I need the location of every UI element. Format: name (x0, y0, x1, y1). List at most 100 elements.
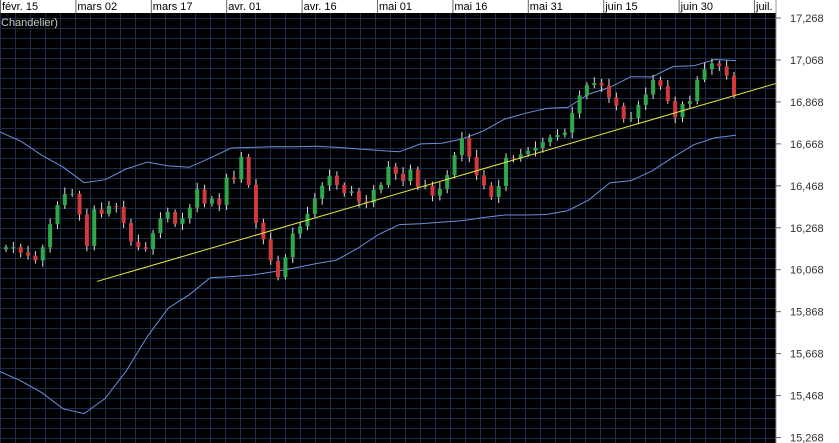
candle-up (445, 175, 450, 190)
candle-down (393, 166, 398, 174)
trendline-segment (96, 82, 777, 282)
candle-down (364, 201, 369, 203)
candle-down (342, 184, 347, 193)
candle-up (504, 157, 509, 187)
x-axis-panel (0, 0, 776, 13)
candle-up (408, 169, 413, 181)
candle-down (724, 66, 729, 76)
candle-down (26, 252, 31, 256)
candle-down (356, 191, 361, 202)
y-tick-label: 16,268 (790, 223, 824, 235)
candle-up (518, 154, 523, 159)
candle-up (496, 186, 501, 197)
x-tick-label: avr. 01 (228, 1, 261, 13)
candle-up (379, 184, 384, 190)
candle-up (570, 113, 575, 133)
candle-up (386, 166, 391, 185)
candle-down (430, 185, 435, 196)
y-axis-panel (776, 0, 839, 443)
candle-up (548, 137, 553, 143)
candle-down (467, 137, 472, 157)
x-tick-label: juin 15 (604, 1, 637, 13)
candle-up (371, 189, 376, 203)
y-tick-label: 16,668 (790, 139, 824, 151)
candle-up (540, 142, 545, 148)
candle-up (151, 233, 156, 250)
candle-up (592, 83, 597, 86)
candle-down (143, 247, 148, 250)
x-tick-label: juil. (755, 1, 773, 13)
candle-up (687, 101, 692, 104)
legend-label: Chandelier) (1, 17, 58, 29)
candle-up (187, 207, 192, 219)
candle-down (268, 239, 273, 261)
candle-down (606, 85, 611, 98)
candle-down (84, 214, 89, 247)
y-tick-label: 15,668 (790, 349, 824, 361)
candle-down (599, 83, 604, 86)
candle-up (526, 150, 531, 155)
candle-up (312, 198, 317, 214)
candle-up (165, 212, 170, 219)
candle-up (320, 185, 325, 199)
candle-down (511, 157, 516, 159)
x-tick-label: févr. 15 (2, 1, 38, 13)
candle-up (459, 137, 464, 156)
candle-up (4, 247, 8, 250)
y-tick-label: 15,468 (790, 391, 824, 403)
y-axis: 17,268 17,068 16,868 16,668 16,468 16,268 16,0… (776, 13, 824, 443)
x-tick-label: mai 31 (530, 1, 563, 13)
candle-up (709, 63, 714, 70)
candle-down (254, 184, 259, 223)
candle-up (695, 79, 700, 102)
candle-up (209, 198, 214, 204)
candle-up (298, 226, 303, 234)
candle-down (77, 193, 82, 215)
candle-up (158, 218, 163, 234)
candle-down (173, 212, 178, 224)
candle-up (577, 95, 582, 114)
bollinger-bands (0, 58, 737, 415)
y-tick-label: 16,868 (790, 97, 824, 109)
candle-down (673, 101, 678, 118)
grid (0, 13, 776, 443)
candle-up (180, 218, 185, 224)
x-tick-label: avr. 16 (304, 1, 337, 13)
candle-down (717, 63, 722, 67)
x-tick-label: mars 17 (153, 1, 193, 13)
candle-down (658, 80, 663, 87)
candle-down (129, 222, 134, 242)
candle-up (349, 191, 354, 193)
candle-down (99, 209, 104, 214)
candle-up (452, 155, 457, 176)
candle-up (327, 175, 332, 186)
x-tick-label: mai 16 (454, 1, 487, 13)
candle-down (231, 177, 236, 180)
candle-up (584, 85, 589, 96)
y-tick-label: 16,468 (790, 181, 824, 193)
candle-up (290, 233, 295, 258)
candle-up (40, 247, 45, 261)
plot-background (0, 0, 776, 443)
candle-down (489, 185, 494, 197)
candle-up (562, 132, 567, 136)
trendline (96, 82, 777, 282)
x-tick-label: mai 01 (379, 1, 412, 13)
candle-up (55, 205, 60, 225)
candle-down (334, 175, 339, 185)
x-axis: févr. 15 mars 02 mars 17 avr. 01 avr. 16 mai … (0, 0, 773, 13)
candle-down (401, 173, 406, 181)
candle-up (70, 193, 75, 195)
bollinger-upper (0, 58, 737, 184)
candle-down (246, 156, 251, 185)
candle-down (614, 97, 619, 106)
candle-down (33, 255, 38, 261)
candle-up (92, 209, 97, 247)
candle-up (702, 69, 707, 80)
x-tick-label: juin 30 (680, 1, 713, 13)
candle-up (643, 94, 648, 105)
candle-up (629, 118, 634, 120)
candle-down (481, 175, 486, 186)
x-tick-label: mars 02 (77, 1, 117, 13)
candles (4, 58, 736, 281)
